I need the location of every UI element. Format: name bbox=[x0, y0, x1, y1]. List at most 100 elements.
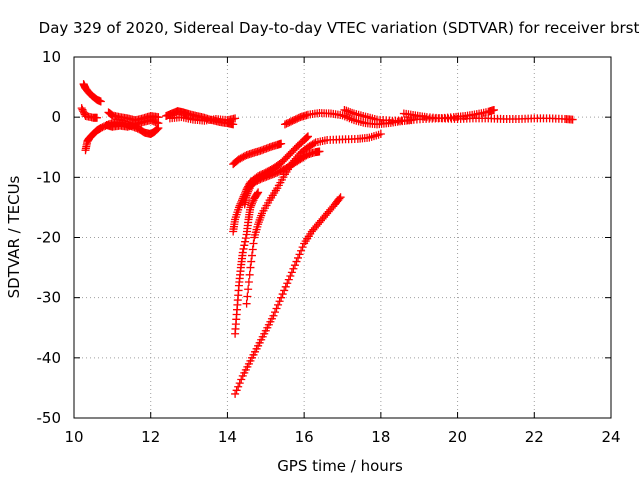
y-axis-label: SDTVAR / TECUs bbox=[5, 175, 23, 298]
data-point bbox=[295, 250, 304, 259]
data-point bbox=[568, 115, 577, 124]
data-point bbox=[272, 304, 281, 313]
data-point bbox=[286, 272, 295, 281]
y-tick-label: -40 bbox=[37, 349, 62, 367]
data-point bbox=[335, 194, 344, 203]
data-point bbox=[275, 297, 284, 306]
data-point bbox=[244, 187, 253, 196]
data-point bbox=[238, 248, 247, 257]
series-arc7 bbox=[165, 113, 240, 125]
data-point bbox=[235, 201, 244, 210]
data-point bbox=[249, 239, 258, 248]
data-point bbox=[231, 114, 240, 123]
data-point bbox=[241, 237, 250, 246]
y-tick-label: 0 bbox=[51, 108, 61, 126]
data-point bbox=[242, 191, 251, 200]
data-point bbox=[247, 251, 256, 260]
data-point bbox=[277, 139, 286, 148]
data-point bbox=[348, 108, 357, 117]
data-point bbox=[253, 189, 262, 198]
data-point bbox=[246, 203, 255, 212]
data-point bbox=[310, 139, 319, 148]
data-point bbox=[247, 257, 256, 266]
data-point bbox=[248, 198, 257, 207]
series-arc12 bbox=[242, 130, 385, 308]
x-tick-label: 24 bbox=[601, 428, 620, 446]
data-point bbox=[269, 311, 278, 320]
data-point bbox=[235, 379, 244, 388]
x-axis-label: GPS time / hours bbox=[277, 457, 403, 475]
series-arc13 bbox=[231, 193, 345, 398]
data-point bbox=[277, 293, 286, 302]
axes: 10 12 14 16 18 20 22 24 -50 -40 -30 -20 -10 0 10 bbox=[37, 48, 621, 446]
data-point bbox=[315, 147, 324, 156]
series-arc1 bbox=[79, 80, 105, 106]
data-point bbox=[154, 119, 163, 128]
data-point bbox=[244, 285, 253, 294]
x-tick-label: 20 bbox=[448, 428, 467, 446]
data-point bbox=[242, 299, 251, 308]
data-point bbox=[298, 243, 307, 252]
data-point bbox=[254, 188, 263, 197]
data-point bbox=[248, 245, 257, 254]
data-point bbox=[270, 308, 279, 317]
data-point bbox=[274, 300, 283, 309]
data-point bbox=[245, 270, 254, 279]
data-point bbox=[294, 253, 303, 262]
data-point bbox=[289, 264, 298, 273]
data-point bbox=[247, 201, 256, 210]
data-point bbox=[246, 263, 255, 272]
data-point bbox=[243, 292, 252, 301]
data-point bbox=[153, 124, 162, 133]
data-point bbox=[234, 382, 243, 391]
data-point bbox=[346, 108, 355, 117]
chart-title: Day 329 of 2020, Sidereal Day-to-day VTE… bbox=[39, 19, 640, 37]
data-point bbox=[303, 132, 312, 141]
data-point bbox=[241, 234, 250, 243]
data-point bbox=[234, 203, 243, 212]
data-point bbox=[237, 375, 246, 384]
data-point bbox=[240, 241, 249, 250]
y-tick-label: -10 bbox=[37, 168, 62, 186]
series-arc8 bbox=[229, 139, 286, 169]
series-arc10 bbox=[231, 188, 263, 338]
y-tick-label: -50 bbox=[37, 409, 62, 427]
x-tick-label: 16 bbox=[295, 428, 314, 446]
data-point bbox=[302, 133, 311, 142]
y-tick-label: 10 bbox=[42, 48, 61, 66]
x-tick-label: 18 bbox=[371, 428, 390, 446]
data-point bbox=[336, 193, 345, 202]
y-tick-label: -30 bbox=[37, 289, 62, 307]
series-arc2 bbox=[77, 104, 102, 122]
x-tick-label: 10 bbox=[64, 428, 83, 446]
data-point bbox=[376, 130, 385, 139]
data-point bbox=[239, 244, 248, 253]
data-point bbox=[297, 246, 306, 255]
data-point bbox=[344, 107, 353, 116]
data-point bbox=[93, 113, 102, 122]
x-tick-label: 14 bbox=[218, 428, 237, 446]
data-point bbox=[490, 105, 499, 114]
data-point bbox=[96, 97, 105, 106]
data-point bbox=[244, 185, 253, 194]
x-tick-label: 12 bbox=[141, 428, 160, 446]
data-point bbox=[280, 286, 289, 295]
series-arc5 bbox=[102, 116, 163, 131]
data-point bbox=[284, 275, 293, 284]
data-point bbox=[243, 189, 252, 198]
data-point bbox=[281, 282, 290, 291]
data-point bbox=[287, 268, 296, 277]
data-point bbox=[231, 389, 240, 398]
data-point bbox=[303, 133, 312, 142]
data-points bbox=[77, 80, 577, 398]
series-arc16 bbox=[399, 109, 577, 124]
data-point bbox=[278, 290, 287, 299]
y-tick-label: -20 bbox=[37, 229, 62, 247]
data-point bbox=[247, 199, 256, 208]
data-point bbox=[292, 257, 301, 266]
data-point bbox=[342, 106, 351, 115]
data-point bbox=[283, 279, 292, 288]
data-point bbox=[232, 386, 241, 395]
data-point bbox=[244, 278, 253, 287]
